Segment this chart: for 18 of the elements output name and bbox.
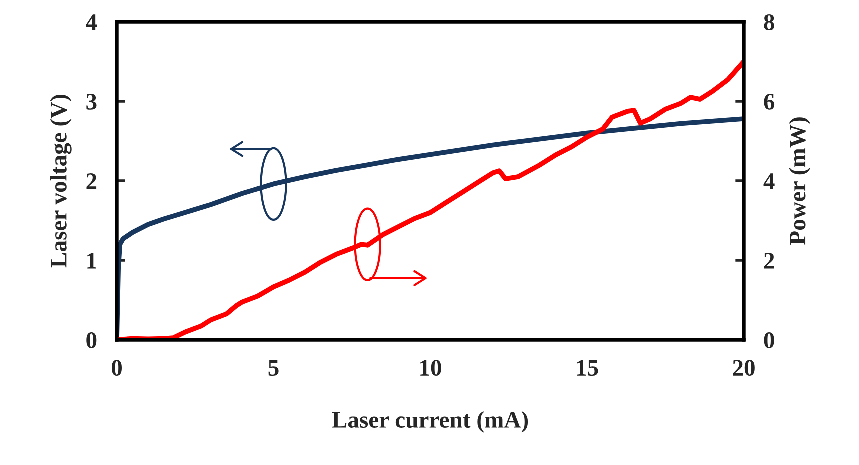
y-tick-label: 3	[86, 94, 97, 110]
y2-axis-title: Power (mW)	[789, 118, 811, 245]
x-tick-label: 5	[268, 360, 279, 376]
y2-tick-label: 4	[764, 174, 775, 190]
y-tick-label: 0	[86, 332, 97, 348]
y2-tick-label: 8	[764, 14, 774, 30]
x-tick-label: 15	[577, 360, 598, 376]
y-axis-title: Laser voltage (V)	[50, 95, 72, 268]
x-axis-title: Laser current (mA)	[332, 411, 528, 433]
y2-tick-label: 2	[764, 253, 774, 269]
y-tick-label: 2	[86, 174, 97, 190]
y-tick-label: 1	[88, 253, 96, 269]
x-tick-label: 20	[733, 360, 755, 376]
y2-tick-label: 0	[764, 332, 774, 348]
y-tick-label: 4	[86, 14, 98, 30]
x-tick-label: 0	[112, 360, 122, 376]
x-tick-label: 10	[420, 360, 442, 376]
y2-tick-label: 6	[764, 94, 775, 110]
